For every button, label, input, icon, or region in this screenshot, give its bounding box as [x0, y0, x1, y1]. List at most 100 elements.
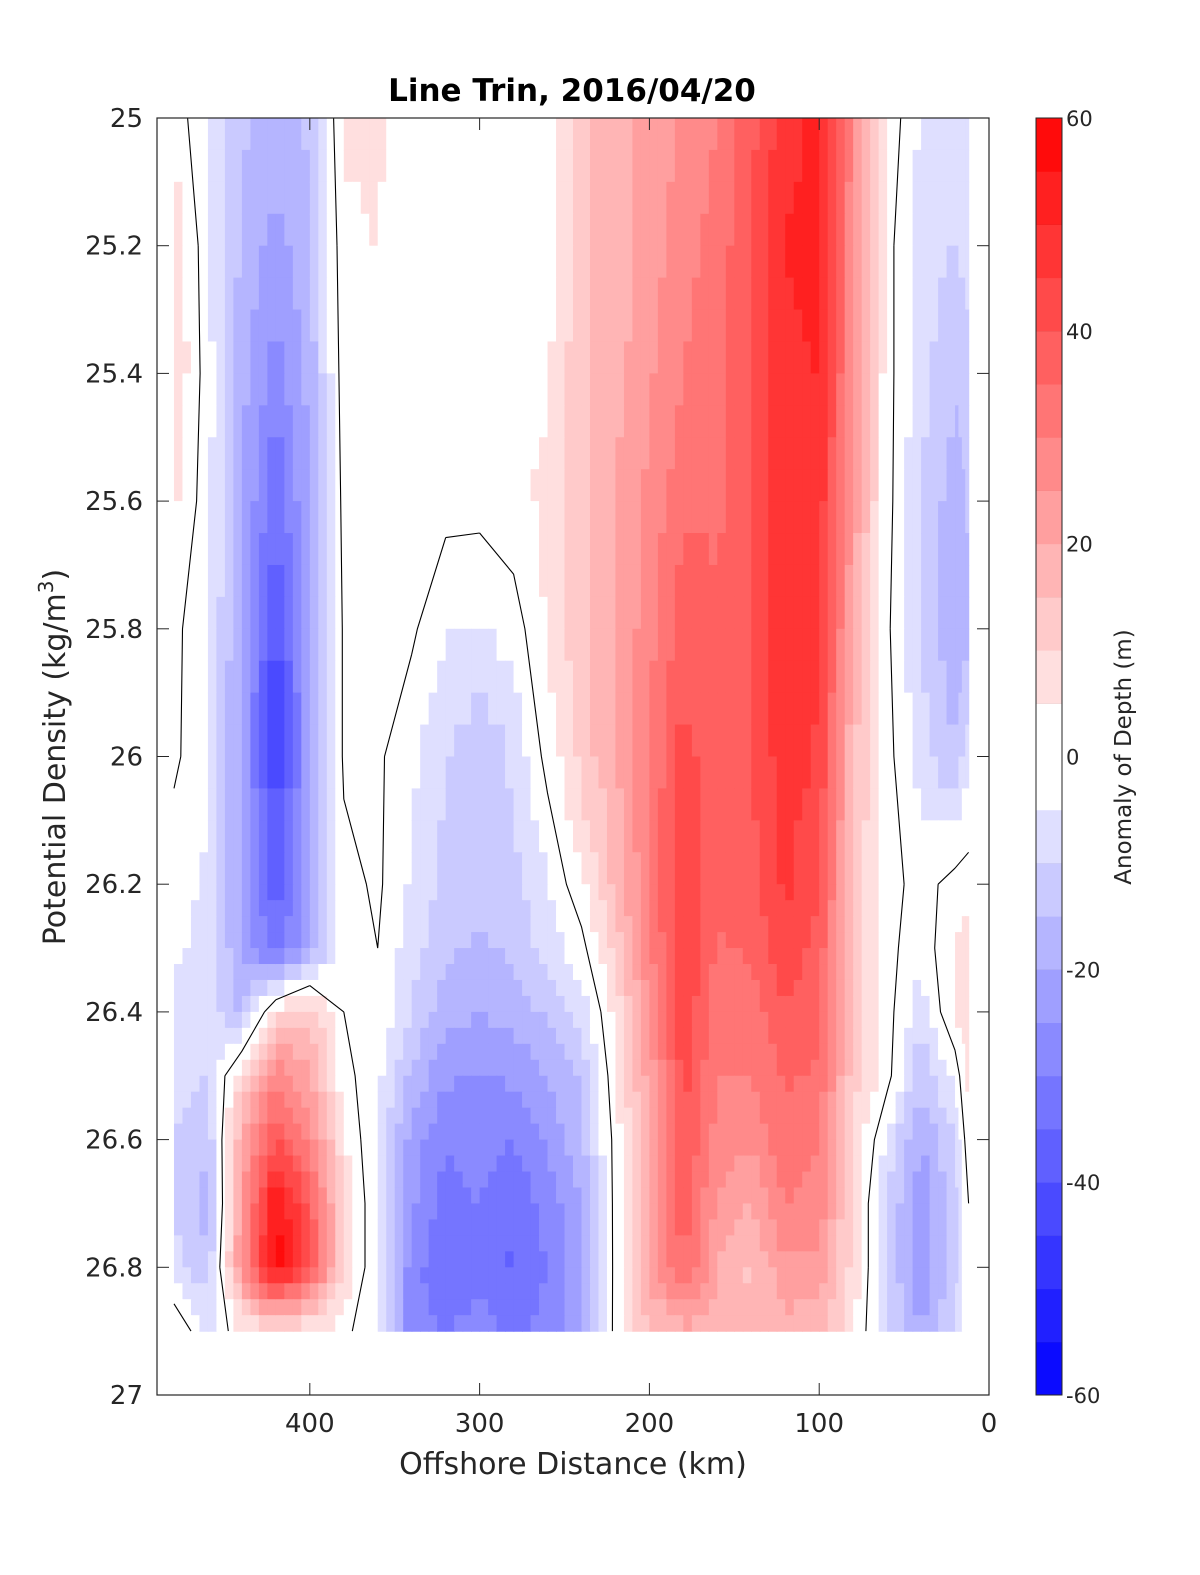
heatmap-cell	[666, 916, 676, 933]
heatmap-cell	[615, 692, 625, 726]
heatmap-cell	[802, 1155, 812, 1173]
heatmap-cell	[377, 1267, 387, 1284]
heatmap-cell	[420, 1123, 430, 1141]
heatmap-cell	[836, 660, 846, 694]
heatmap-cell	[207, 469, 218, 502]
heatmap-cell	[615, 1027, 625, 1045]
heatmap-cell	[946, 884, 956, 901]
heatmap-cell	[539, 118, 549, 151]
heatmap-cell	[581, 900, 591, 917]
heatmap-cell	[751, 181, 761, 215]
heatmap-cell	[965, 1251, 970, 1268]
heatmap-cell	[691, 628, 701, 662]
heatmap-cell	[965, 533, 970, 566]
heatmap-cell	[284, 1091, 294, 1109]
heatmap-cell	[589, 995, 600, 1013]
heatmap-cell	[471, 1123, 481, 1141]
heatmap-cell	[471, 932, 481, 949]
heatmap-cell	[454, 1267, 464, 1284]
heatmap-cell	[887, 820, 897, 853]
heatmap-cell	[895, 979, 905, 997]
heatmap-cell	[377, 1203, 387, 1221]
heatmap-cell	[632, 1235, 642, 1252]
heatmap-cell	[776, 564, 786, 598]
heatmap-cell	[556, 692, 566, 726]
heatmap-cell	[241, 788, 251, 821]
heatmap-cell	[479, 692, 489, 726]
heatmap-cell	[853, 1203, 863, 1221]
heatmap-cell	[309, 788, 319, 821]
heatmap-cell	[190, 277, 201, 311]
heatmap-cell	[734, 1235, 744, 1252]
heatmap-cell	[377, 469, 387, 502]
heatmap-cell	[827, 979, 837, 997]
heatmap-cell	[734, 1315, 744, 1332]
heatmap-cell	[965, 1283, 970, 1300]
heatmap-cell	[666, 277, 676, 311]
heatmap-cell	[488, 1171, 498, 1189]
heatmap-cell	[241, 596, 251, 630]
heatmap-cell	[556, 724, 566, 758]
heatmap-cell	[258, 724, 268, 758]
heatmap-cell	[343, 932, 353, 949]
heatmap-cell	[768, 373, 778, 406]
heatmap-cell	[377, 788, 387, 821]
heatmap-cell	[827, 309, 837, 343]
heatmap-cell	[513, 437, 523, 470]
heatmap-cell	[250, 1187, 260, 1205]
heatmap-cell	[199, 1171, 209, 1189]
heatmap-cell	[539, 501, 549, 534]
heatmap-cell	[785, 1155, 795, 1173]
heatmap-cell	[598, 1043, 608, 1061]
heatmap-cell	[870, 277, 880, 311]
heatmap-cell	[420, 277, 430, 311]
heatmap-cell	[479, 1267, 489, 1284]
heatmap-cell	[751, 852, 761, 885]
heatmap-cell	[360, 916, 370, 933]
heatmap-cell	[649, 405, 659, 438]
heatmap-cell	[352, 1011, 362, 1029]
heatmap-cell	[556, 1059, 566, 1077]
heatmap-cell	[547, 852, 557, 885]
heatmap-cell	[581, 884, 591, 901]
heatmap-cell	[326, 628, 336, 662]
heatmap-cell	[742, 1123, 752, 1141]
heatmap-cell	[810, 852, 820, 885]
heatmap-cell	[420, 533, 430, 566]
heatmap-cell	[955, 341, 960, 374]
heatmap-cell	[640, 916, 651, 933]
heatmap-cell	[547, 1219, 557, 1236]
heatmap-cell	[403, 948, 413, 965]
heatmap-cell	[751, 501, 761, 534]
heatmap-cell	[581, 118, 591, 151]
heatmap-cell	[742, 533, 752, 566]
heatmap-cell	[640, 1283, 651, 1300]
heatmap-cell	[606, 1267, 617, 1284]
heatmap-cell	[666, 756, 676, 790]
heatmap-cell	[691, 1107, 701, 1125]
heatmap-cell	[870, 1267, 880, 1284]
heatmap-cell	[606, 1043, 617, 1061]
heatmap-cell	[691, 1219, 701, 1236]
heatmap-cell	[623, 118, 634, 151]
heatmap-cell	[946, 979, 956, 997]
heatmap-cell	[267, 756, 277, 790]
heatmap-cell	[309, 1315, 319, 1332]
heatmap-cell	[343, 1139, 353, 1157]
heatmap-cell	[301, 1011, 311, 1029]
heatmap-cell	[904, 564, 914, 598]
heatmap-cell	[810, 1123, 820, 1141]
heatmap-cell	[785, 1187, 795, 1205]
heatmap-cell	[190, 932, 201, 949]
heatmap-cell	[589, 724, 600, 758]
heatmap-cell	[598, 692, 608, 726]
heatmap-cell	[632, 181, 642, 215]
heatmap-cell	[640, 245, 651, 279]
heatmap-cell	[250, 900, 260, 917]
heatmap-cell	[708, 1139, 718, 1157]
heatmap-cell	[267, 628, 277, 662]
heatmap-cell	[182, 149, 192, 183]
heatmap-cell	[904, 373, 914, 406]
heatmap-cell	[895, 1155, 905, 1173]
heatmap-cell	[666, 245, 676, 279]
